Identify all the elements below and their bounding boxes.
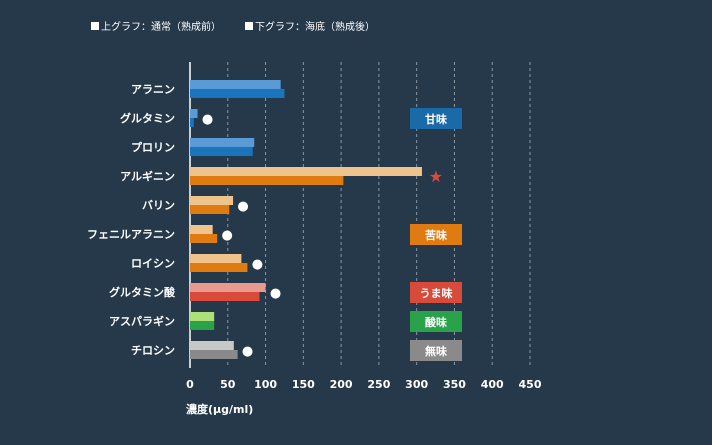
x-tick-label: 150: [292, 378, 315, 391]
x-tick-label: 50: [220, 378, 236, 391]
category-label: チロシン: [131, 344, 175, 357]
bar-top: [190, 254, 242, 263]
category-label: グルタミン酸: [109, 285, 176, 299]
taste-tag: [410, 224, 462, 245]
legend-label-top: 上グラフ：通常（熟成前）: [101, 20, 221, 33]
dot-marker: ●: [237, 199, 248, 214]
bar-bottom: [190, 147, 253, 156]
bar-top: [190, 138, 255, 147]
bar-bottom: [190, 234, 218, 243]
bar-top: [190, 196, 234, 205]
bar-top: [190, 109, 198, 118]
taste-tag: [410, 311, 462, 332]
taste-tag-label: 苦味: [425, 228, 447, 242]
dot-marker: ●: [252, 257, 263, 272]
taste-tag-label: うま味: [420, 286, 453, 300]
bar-bottom: [190, 89, 285, 98]
x-tick-label: 350: [443, 378, 466, 391]
star-marker: ★: [429, 167, 443, 186]
taste-tag-label: 甘味: [425, 112, 447, 126]
bar-bottom: [190, 118, 194, 127]
dot-marker: ●: [242, 344, 253, 359]
bar-bottom: [190, 350, 238, 359]
category-label: アルギニン: [120, 169, 175, 183]
taste-tag: [410, 340, 462, 361]
x-tick-label: 200: [330, 378, 353, 391]
x-tick-label: 250: [367, 378, 390, 391]
category-label: フェニルアラニン: [87, 228, 175, 241]
bar-bottom: [190, 292, 260, 301]
legend-swatch-top: [91, 22, 99, 30]
category-label: アスパラギン: [109, 314, 175, 328]
category-label: アラニン: [131, 83, 175, 96]
x-tick-label: 100: [254, 378, 277, 391]
bar-top: [190, 283, 266, 292]
taste-tag: [410, 108, 462, 129]
x-tick-label: 300: [405, 378, 428, 391]
x-axis-label: 濃度(μg/ml): [186, 402, 253, 416]
category-label: プロリン: [131, 140, 175, 154]
taste-tag: [410, 282, 462, 303]
bar-top: [190, 80, 281, 89]
x-tick-label: 0: [186, 378, 194, 391]
bar-top: [190, 167, 422, 176]
x-tick-label: 400: [481, 378, 504, 391]
taste-tag-label: 酸味: [425, 315, 447, 329]
taste-tag-label: 無味: [425, 344, 447, 358]
bar-top: [190, 312, 215, 321]
dot-marker: ●: [202, 112, 213, 127]
category-label: バリン: [142, 199, 175, 212]
bar-bottom: [190, 205, 230, 214]
dot-marker: ●: [222, 228, 233, 243]
bar-bottom: [190, 263, 248, 272]
category-label: ロイシン: [131, 257, 175, 270]
category-label: グルタミン: [120, 111, 175, 125]
bar-bottom: [190, 321, 215, 330]
bar-bottom: [190, 176, 344, 185]
legend-label-bottom: 下グラフ：海底（熟成後）: [255, 20, 375, 33]
dot-marker: ●: [270, 286, 281, 301]
bar-top: [190, 225, 213, 234]
legend-swatch-bottom: [245, 22, 253, 30]
bar-top: [190, 341, 234, 350]
x-tick-label: 450: [519, 378, 542, 391]
